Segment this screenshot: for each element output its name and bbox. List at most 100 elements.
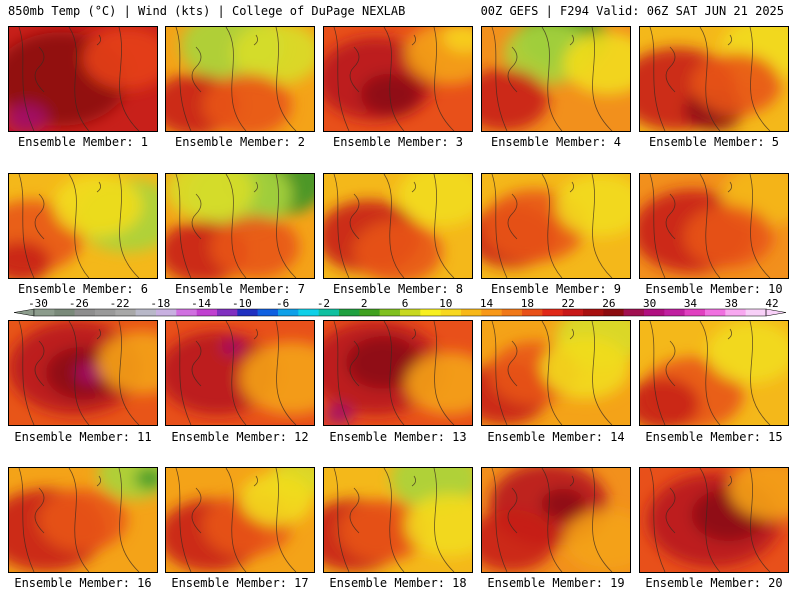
colorbar-tick-label: -22 — [110, 297, 130, 310]
ensemble-member-label: Ensemble Member: 9 — [490, 282, 622, 296]
colorbar-swatch — [278, 309, 299, 316]
ensemble-member-map — [323, 26, 473, 132]
ensemble-member-label: Ensemble Member: 11 — [14, 430, 152, 444]
ensemble-member-map — [323, 173, 473, 279]
colorbar-swatch — [156, 309, 177, 316]
ensemble-member-map — [8, 320, 158, 426]
colorbar-tick-label: 30 — [643, 297, 656, 310]
colorbar-tick-label: 6 — [402, 297, 409, 310]
colorbar-swatch — [379, 309, 401, 316]
ensemble-member-label: Ensemble Member: 7 — [174, 282, 306, 296]
colorbar-swatch — [684, 309, 706, 316]
ensemble-member-map — [8, 467, 158, 573]
colorbar-swatch — [54, 309, 75, 316]
colorbar-swatch — [257, 309, 279, 316]
colorbar-swatch — [745, 309, 767, 316]
ensemble-member-map — [8, 26, 158, 132]
ensemble-member-label: Ensemble Member: 4 — [490, 135, 622, 149]
ensemble-member-label: Ensemble Member: 1 — [17, 135, 149, 149]
ensemble-member-map — [165, 467, 315, 573]
ensemble-member-label: Ensemble Member: 19 — [487, 576, 625, 590]
colorbar-swatch — [359, 309, 380, 316]
ensemble-member-label: Ensemble Member: 2 — [174, 135, 306, 149]
colorbar-tick-label: -14 — [191, 297, 211, 310]
colorbar-swatch — [542, 309, 563, 316]
colorbar-swatch — [95, 309, 116, 316]
colorbar-tick-label: 22 — [561, 297, 574, 310]
ensemble-member-map — [639, 467, 789, 573]
ensemble-member-label: Ensemble Member: 16 — [14, 576, 152, 590]
colorbar-tick-label: -18 — [150, 297, 170, 310]
ensemble-member-map — [165, 26, 315, 132]
colorbar-tick-label: -26 — [69, 297, 89, 310]
ensemble-member-label: Ensemble Member: 8 — [332, 282, 464, 296]
colorbar-swatch — [725, 309, 746, 316]
colorbar-swatch — [522, 309, 543, 316]
colorbar-tick-label: 18 — [521, 297, 534, 310]
ensemble-member-map — [323, 320, 473, 426]
ensemble-member-map — [639, 173, 789, 279]
colorbar-tick-label: 2 — [361, 297, 368, 310]
ensemble-member-label: Ensemble Member: 13 — [329, 430, 467, 444]
ensemble-member-map — [481, 173, 631, 279]
colorbar-swatch — [440, 309, 462, 316]
ensemble-member-map — [165, 320, 315, 426]
ensemble-member-label: Ensemble Member: 14 — [487, 430, 625, 444]
ensemble-member-label: Ensemble Member: 18 — [329, 576, 467, 590]
colorbar-swatch — [217, 309, 238, 316]
colorbar-swatch — [644, 309, 665, 316]
ensemble-member-map — [639, 320, 789, 426]
colorbar-tick-label: -6 — [276, 297, 289, 310]
colorbar-swatch — [420, 309, 441, 316]
colorbar-high-arrow — [765, 308, 787, 317]
ensemble-member-map — [481, 320, 631, 426]
colorbar-tick-label: 14 — [480, 297, 494, 310]
colorbar-swatch — [115, 309, 136, 316]
colorbar-tick-label: 38 — [725, 297, 738, 310]
colorbar-swatch — [603, 309, 624, 316]
ensemble-member-label: Ensemble Member: 12 — [171, 430, 309, 444]
colorbar-tick-label: -30 — [28, 297, 48, 310]
ensemble-member-label: Ensemble Member: 10 — [645, 282, 783, 296]
colorbar-swatch — [583, 309, 604, 316]
ensemble-member-label: Ensemble Member: 6 — [17, 282, 149, 296]
colorbar-tick-label: 34 — [684, 297, 698, 310]
ensemble-member-map — [323, 467, 473, 573]
colorbar-tick-label: 10 — [439, 297, 452, 310]
colorbar-swatch — [501, 309, 523, 316]
colorbar-swatch — [705, 309, 726, 316]
product-title: 850mb Temp (°C) | Wind (kts) | College o… — [8, 4, 406, 18]
ensemble-member-label: Ensemble Member: 3 — [332, 135, 464, 149]
colorbar-swatch — [196, 309, 218, 316]
colorbar-swatch — [74, 309, 96, 316]
colorbar-tick-label: 26 — [602, 297, 615, 310]
ensemble-member-label: Ensemble Member: 20 — [645, 576, 783, 590]
colorbar-swatch — [237, 309, 258, 316]
colorbar-swatch — [176, 309, 197, 316]
colorbar-swatch — [623, 309, 645, 316]
run-valid-time: 00Z GEFS | F294 Valid: 06Z SAT JUN 21 20… — [480, 4, 784, 18]
colorbar-swatch — [664, 309, 685, 316]
colorbar-swatch — [34, 309, 55, 316]
colorbar-swatch — [135, 309, 157, 316]
ensemble-member-map — [481, 467, 631, 573]
ensemble-member-label: Ensemble Member: 5 — [648, 135, 780, 149]
colorbar-tick-label: -2 — [317, 297, 330, 310]
temperature-colorbar: -30 -26 -22 -18 -14 -10 -6 -2 2 6 10 14 18 22 26 30 34 38… — [13, 297, 787, 317]
ensemble-member-label: Ensemble Member: 15 — [645, 430, 783, 444]
colorbar-tick-label: -10 — [232, 297, 252, 310]
colorbar-swatch — [481, 309, 502, 316]
colorbar-swatch — [400, 309, 421, 316]
ensemble-member-map — [8, 173, 158, 279]
ensemble-member-map — [481, 26, 631, 132]
colorbar-swatch — [461, 309, 482, 316]
ensemble-member-map — [165, 173, 315, 279]
colorbar-swatch — [318, 309, 340, 316]
colorbar-swatch — [562, 309, 584, 316]
colorbar-tick-label: 42 — [765, 297, 778, 310]
ensemble-member-label: Ensemble Member: 17 — [171, 576, 309, 590]
colorbar-low-arrow — [13, 308, 35, 317]
colorbar-swatch — [298, 309, 319, 316]
colorbar-swatch — [339, 309, 360, 316]
ensemble-member-map — [639, 26, 789, 132]
